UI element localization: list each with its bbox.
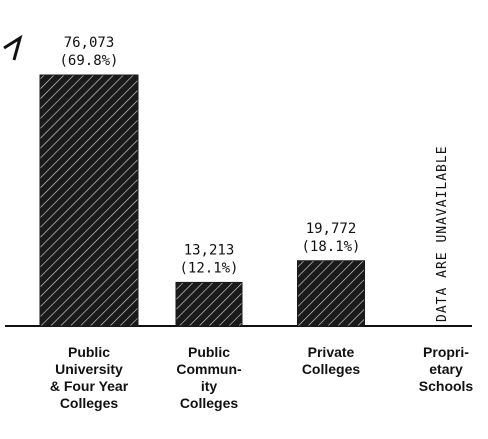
x-tick-label: Private	[308, 344, 355, 360]
bar	[39, 74, 139, 327]
x-tick-label: etary	[429, 361, 463, 377]
x-tick-label: Colleges	[60, 395, 119, 411]
pen-mark	[3, 34, 23, 61]
share-label: (18.1%)	[301, 239, 360, 255]
share-label: (69.8%)	[59, 53, 118, 69]
value-label: 19,772	[306, 221, 357, 237]
x-tick-label: Schools	[419, 378, 474, 394]
bar	[297, 260, 365, 327]
value-label: 76,073	[64, 35, 115, 51]
x-tick-label: Colleges	[180, 395, 239, 411]
x-tick-label: Commun-	[176, 361, 242, 377]
annotation: DATA ARE UNAVAILABLE	[435, 145, 450, 322]
x-tick-label: Public	[188, 344, 230, 360]
value-label: 13,213	[184, 242, 235, 258]
x-tick-label: ity	[201, 378, 218, 394]
x-tick-label: Colleges	[302, 361, 361, 377]
x-tick-label: University	[55, 361, 123, 377]
x-tick-label: Propri-	[423, 344, 469, 360]
x-tick-label: Public	[68, 344, 110, 360]
bar	[175, 281, 243, 327]
share-label: (12.1%)	[179, 260, 238, 276]
x-tick-label: & Four Year	[50, 378, 129, 394]
